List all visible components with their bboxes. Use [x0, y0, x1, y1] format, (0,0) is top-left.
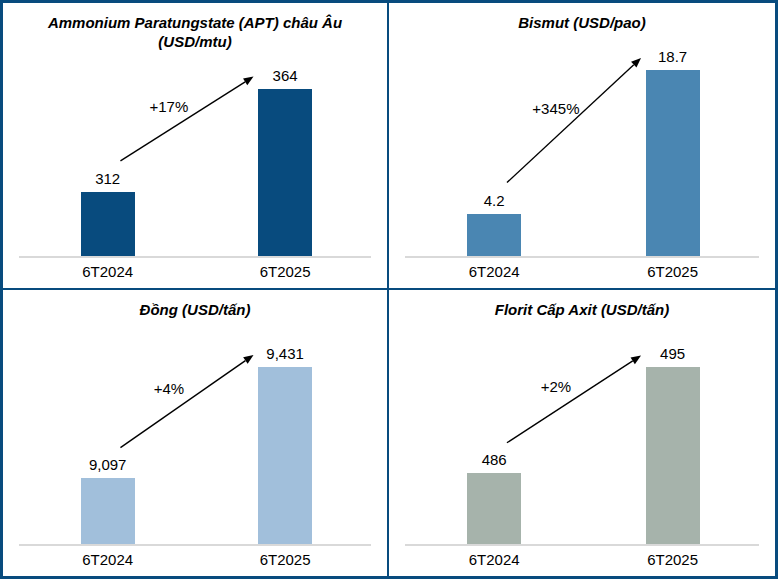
arrow-line [120, 82, 245, 161]
bar-6t2024: 9,097 [81, 478, 135, 544]
value-label-6t2024: 4.2 [484, 192, 505, 209]
plot-area: 486 495 +2% [405, 344, 759, 547]
x-axis-label-6t2024: 6T2024 [82, 263, 133, 280]
value-label-6t2025: 18.7 [658, 48, 687, 65]
arrow-head [631, 355, 641, 364]
x-axis: 6T2024 6T2025 [19, 546, 371, 576]
arrow-head [243, 354, 253, 363]
value-label-6t2024: 486 [482, 451, 507, 468]
pct-change-label: +17% [150, 98, 189, 115]
x-axis-label-6t2025: 6T2025 [647, 263, 698, 280]
plot-area: 312 364 +17% [19, 57, 371, 258]
value-label-6t2025: 9,431 [266, 345, 304, 362]
plot-area: 4.2 18.7 +345% [405, 57, 759, 258]
chart-title: Ammonium Paratungstate (APT) châu Âu (US… [25, 13, 365, 51]
value-label-6t2025: 495 [660, 345, 685, 362]
trend-arrow [19, 344, 371, 545]
trend-arrow [19, 57, 371, 256]
x-axis-label-6t2025: 6T2025 [260, 263, 311, 280]
x-axis-label-6t2025: 6T2025 [647, 551, 698, 568]
value-label-6t2024: 9,097 [89, 456, 127, 473]
trend-arrow [405, 344, 759, 545]
bar-6t2024: 312 [81, 192, 135, 256]
bar-6t2025: 364 [258, 89, 312, 256]
commodity-price-charts-grid: Ammonium Paratungstate (APT) châu Âu (US… [0, 0, 778, 579]
x-axis: 6T2024 6T2025 [405, 258, 759, 288]
x-axis-label-6t2024: 6T2024 [82, 551, 133, 568]
chart-title: Florit Cấp Axit (USD/tấn) [495, 300, 669, 338]
x-axis-label-6t2025: 6T2025 [260, 551, 311, 568]
x-axis: 6T2024 6T2025 [405, 546, 759, 576]
plot-area: 9,097 9,431 +4% [19, 344, 371, 547]
chart-apt: Ammonium Paratungstate (APT) châu Âu (US… [3, 3, 389, 290]
x-axis: 6T2024 6T2025 [19, 258, 371, 288]
chart-dong: Đồng (USD/tấn) 9,097 9,431 +4% 6T2024 6T… [3, 290, 389, 577]
bar-6t2025: 9,431 [258, 367, 312, 544]
pct-change-label: +2% [541, 378, 571, 395]
pct-change-label: +4% [154, 380, 184, 397]
trend-arrow [405, 57, 759, 256]
arrow-line [120, 360, 245, 447]
chart-title: Bismut (USD/pao) [518, 13, 646, 51]
bar-6t2024: 4.2 [467, 214, 521, 256]
x-axis-label-6t2024: 6T2024 [469, 551, 520, 568]
pct-change-label: +345% [532, 99, 579, 116]
bar-6t2024: 486 [467, 473, 521, 544]
chart-florit-cap-axit: Florit Cấp Axit (USD/tấn) 486 495 +2% 6T… [389, 290, 775, 577]
arrow-line [507, 65, 634, 183]
value-label-6t2024: 312 [95, 170, 120, 187]
chart-bismut: Bismut (USD/pao) 4.2 18.7 +345% 6T2024 6… [389, 3, 775, 290]
bar-6t2025: 18.7 [646, 70, 700, 256]
chart-title: Đồng (USD/tấn) [140, 300, 251, 338]
arrow-head [243, 77, 253, 86]
arrow-line [507, 360, 633, 442]
arrow-head [631, 58, 641, 68]
value-label-6t2025: 364 [273, 67, 298, 84]
bar-6t2025: 495 [646, 367, 700, 544]
x-axis-label-6t2024: 6T2024 [469, 263, 520, 280]
